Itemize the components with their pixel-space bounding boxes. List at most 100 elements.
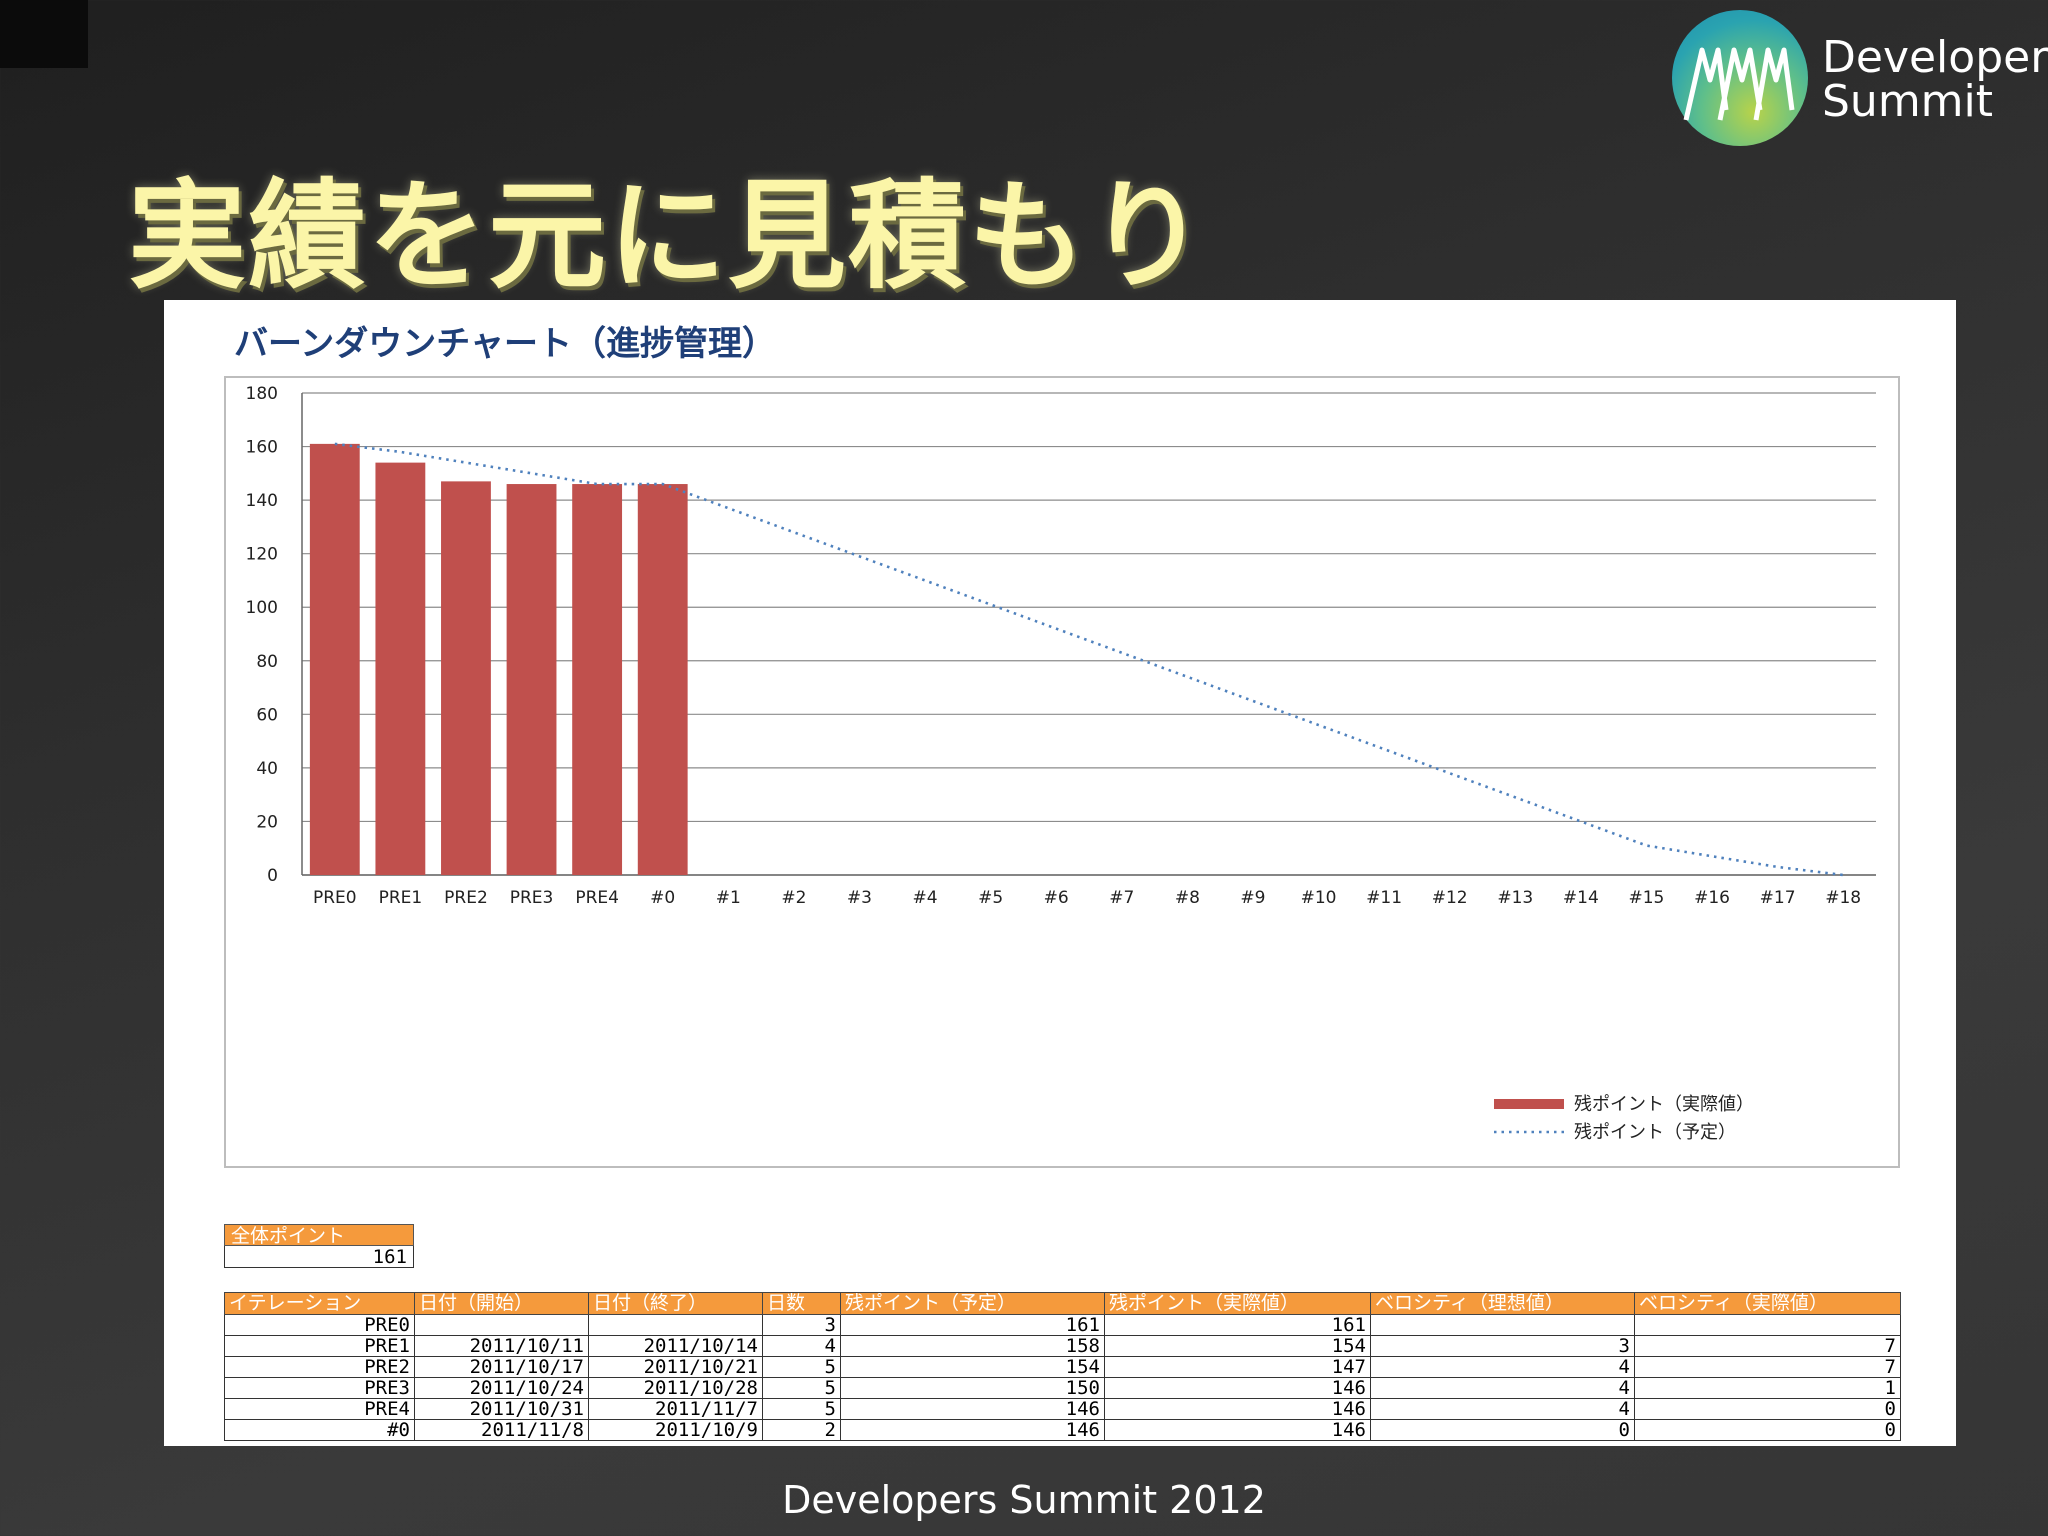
x-tick-label: #0 (650, 888, 675, 908)
y-tick-label: 180 (246, 384, 278, 404)
x-tick-label: PRE1 (379, 888, 423, 908)
table-cell: 146 (840, 1398, 1105, 1420)
table-cell: 2011/10/17 (414, 1356, 589, 1378)
table-cell: 5 (762, 1377, 841, 1399)
table-cell: 4 (762, 1335, 841, 1357)
logo-emblem (1672, 10, 1808, 146)
logo-line-1: Developers (1822, 32, 2048, 83)
table-cell: 154 (1104, 1335, 1371, 1357)
bar (375, 462, 426, 875)
x-tick-label: PRE2 (444, 888, 488, 908)
x-tick-label: #14 (1563, 888, 1599, 908)
iteration-table: イテレーション 日付（開始） 日付（終了） 日数 残ポイント（予定） 残ポイント（実際値）… (224, 1292, 1901, 1441)
legend-bar-swatch (1494, 1099, 1564, 1109)
table-cell: PRE3 (224, 1377, 415, 1399)
x-tick-label: PRE4 (575, 888, 619, 908)
table-cell: 5 (762, 1356, 841, 1378)
x-tick-label: #18 (1825, 888, 1861, 908)
x-tick-label: #4 (913, 888, 938, 908)
legend-label: 残ポイント（予定） (1574, 1122, 1736, 1143)
x-tick-label: #15 (1629, 888, 1665, 908)
table-header-cell: 残ポイント（予定） (840, 1292, 1105, 1315)
x-tick-label: #6 (1044, 888, 1069, 908)
table-cell: PRE4 (224, 1398, 415, 1420)
table-cell: 161 (1104, 1314, 1371, 1336)
y-tick-label: 0 (267, 866, 278, 886)
x-tick-label: #17 (1760, 888, 1796, 908)
table-cell: 2011/10/9 (588, 1419, 763, 1441)
table-cell: #0 (224, 1419, 415, 1441)
table-cell: 146 (840, 1419, 1105, 1441)
x-tick-label: #16 (1694, 888, 1730, 908)
table-body: PRE0 3 161 161 PRE1 2011/10/11 2011/10/14 4 158 1… (224, 1314, 1901, 1441)
table-cell: 2011/10/28 (588, 1377, 763, 1399)
table-cell: 4 (1370, 1356, 1635, 1378)
chart-area: 0 20 40 60 80 100 120 140 160 180 PRE0 PRE1 PRE2 PRE3… (224, 376, 1900, 1168)
x-tick-label: #7 (1109, 888, 1134, 908)
x-tick-label: #13 (1497, 888, 1533, 908)
table-cell (1634, 1314, 1901, 1336)
table-row: PRE1 2011/10/11 2011/10/14 4 158 154 3 7 (224, 1335, 1901, 1357)
table-cell: 5 (762, 1398, 841, 1420)
legend-label: 残ポイント（実際値） (1574, 1094, 1754, 1115)
table-header-cell: ベロシティ（理想値） (1370, 1292, 1635, 1315)
table-header-cell: ベロシティ（実際値） (1634, 1292, 1901, 1315)
table-cell: PRE2 (224, 1356, 415, 1378)
table-cell: 161 (840, 1314, 1105, 1336)
table-cell: 4 (1370, 1398, 1635, 1420)
table-cell (414, 1314, 589, 1336)
x-tick-label: #8 (1175, 888, 1200, 908)
slide-footer: Developers Summit 2012 (782, 1478, 1266, 1522)
table-header-cell: 残ポイント（実際値） (1104, 1292, 1371, 1315)
table-cell: 0 (1634, 1419, 1901, 1441)
x-tick-label: #11 (1366, 888, 1402, 908)
table-cell (588, 1314, 763, 1336)
table-cell: 3 (762, 1314, 841, 1336)
y-tick-label: 40 (256, 759, 278, 779)
y-tick-label: 20 (256, 812, 278, 832)
bar (572, 484, 623, 875)
y-tick-label: 140 (246, 491, 278, 511)
chart-title: バーンダウンチャート（進捗管理） (234, 324, 776, 364)
logo-mountains-icon (1683, 47, 1795, 121)
table-cell: 147 (1104, 1356, 1371, 1378)
y-tick-label: 120 (246, 545, 278, 565)
table-cell: 154 (840, 1356, 1105, 1378)
table-row: PRE2 2011/10/17 2011/10/21 5 154 147 4 7 (224, 1356, 1901, 1378)
bar (506, 484, 557, 875)
slide-title: 実績を元に見積もり (128, 167, 1209, 305)
developers-summit-logo: Developers Summit (1668, 10, 2048, 150)
table-cell: 2 (762, 1419, 841, 1441)
table-cell: PRE1 (224, 1335, 415, 1357)
x-tick-label: #5 (978, 888, 1003, 908)
table-row: PRE4 2011/10/31 2011/11/7 5 146 146 4 0 (224, 1398, 1901, 1420)
y-tick-label: 60 (256, 705, 278, 725)
table-row: #0 2011/11/8 2011/10/9 2 146 146 0 0 (224, 1419, 1901, 1441)
y-tick-label: 160 (246, 438, 278, 458)
table-cell: 146 (1104, 1377, 1371, 1399)
table-cell: 158 (840, 1335, 1105, 1357)
total-points-label: 全体ポイント (224, 1224, 414, 1246)
table-header-row: イテレーション 日付（開始） 日付（終了） 日数 残ポイント（予定） 残ポイント（実際値）… (224, 1292, 1901, 1315)
table-cell: 0 (1370, 1419, 1635, 1441)
table-cell: 7 (1634, 1356, 1901, 1378)
table-cell: 2011/10/31 (414, 1398, 589, 1420)
x-tick-label: #12 (1432, 888, 1468, 908)
plan-series-line (334, 442, 1844, 877)
table-header-cell: 日付（終了） (588, 1292, 763, 1315)
table-cell: 2011/10/14 (588, 1335, 763, 1357)
x-tick-label: #9 (1240, 888, 1265, 908)
x-tick-label: #3 (847, 888, 872, 908)
table-cell: 1 (1634, 1377, 1901, 1399)
logo-line-2: Summit (1822, 76, 1994, 127)
y-tick-label: 80 (256, 652, 278, 672)
total-points-value: 161 (224, 1246, 414, 1268)
x-tick-label: #10 (1301, 888, 1337, 908)
x-tick-label: #1 (716, 888, 741, 908)
table-header-cell: イテレーション (224, 1292, 415, 1315)
x-tick-label: #2 (781, 888, 806, 908)
table-cell: PRE0 (224, 1314, 415, 1336)
table-cell: 2011/11/7 (588, 1398, 763, 1420)
bar (441, 481, 491, 875)
table-header-cell: 日付（開始） (414, 1292, 589, 1315)
